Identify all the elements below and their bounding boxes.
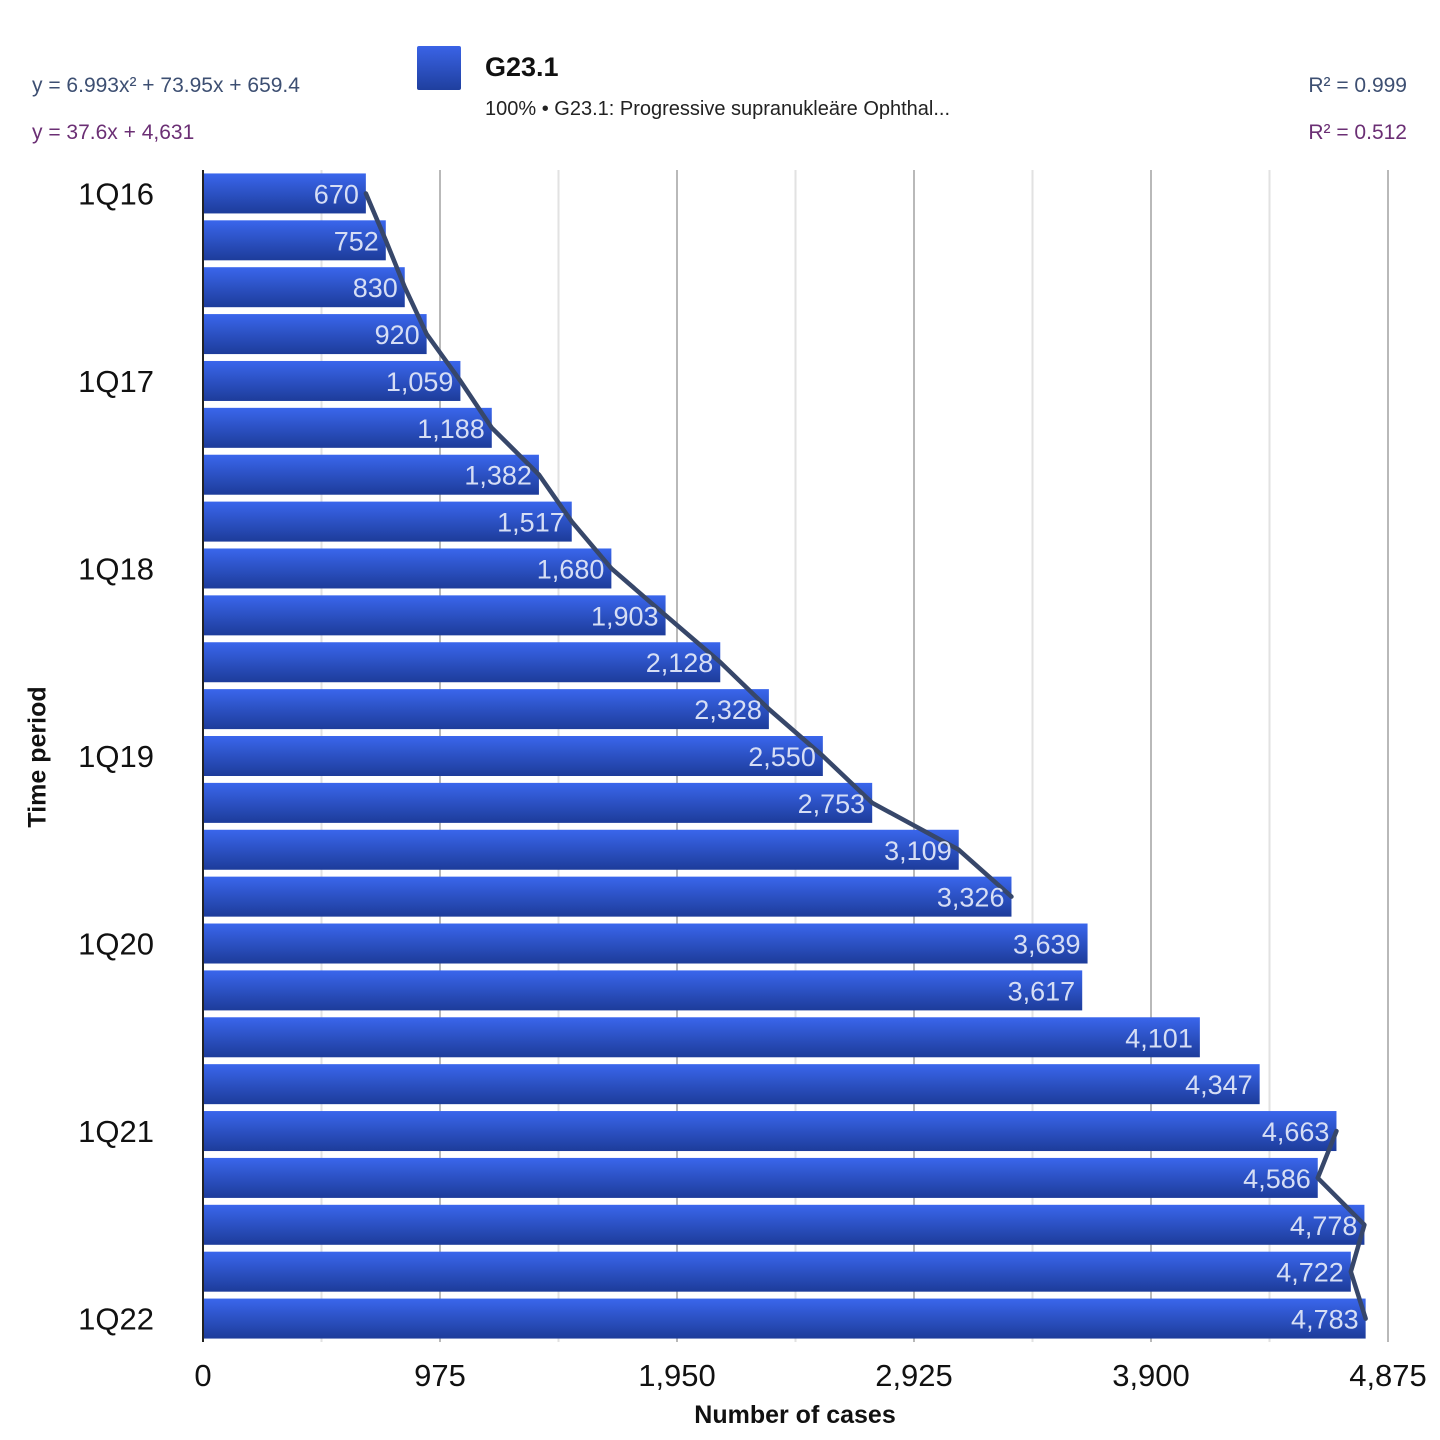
- poly-trend-r2: R² = 0.999: [1308, 74, 1407, 97]
- legend-series-name[interactable]: G23.1: [485, 52, 559, 82]
- bar: [203, 407, 492, 448]
- x-tick-label: 4,875: [1349, 1358, 1427, 1393]
- y-tick-label: 1Q19: [78, 739, 154, 774]
- y-tick-label: 1Q21: [78, 1114, 154, 1149]
- bar: [203, 782, 873, 823]
- y-tick-label: 1Q20: [78, 927, 154, 962]
- x-tick-label: 975: [414, 1358, 466, 1393]
- data-label: 1,680: [537, 554, 605, 584]
- data-label: 1,059: [386, 367, 454, 397]
- data-label: 4,347: [1185, 1070, 1253, 1100]
- data-label: 4,586: [1243, 1164, 1311, 1194]
- bar: [203, 876, 1012, 917]
- legend-series-description: 100% • G23.1: Progressive supranukleäre …: [485, 98, 951, 120]
- bar: [203, 314, 427, 355]
- linear-trend-equation: y = 37.6x + 4,631: [32, 121, 195, 144]
- bar: [203, 595, 666, 636]
- data-label: 3,326: [937, 883, 1005, 913]
- data-label: 1,382: [464, 461, 532, 491]
- x-tick-label: 3,900: [1112, 1358, 1190, 1393]
- poly-trend-equation: y = 6.993x² + 73.95x + 659.4: [32, 74, 300, 97]
- data-label: 3,109: [884, 836, 952, 866]
- data-label: 2,550: [748, 742, 816, 772]
- data-label: 1,188: [417, 414, 485, 444]
- bar: [203, 689, 769, 730]
- bar: [203, 736, 823, 776]
- bar: [203, 642, 721, 683]
- bar: [203, 1157, 1318, 1198]
- trend-line: [1315, 1128, 1368, 1321]
- x-tick-label: 1,950: [638, 1358, 716, 1393]
- data-label: 4,663: [1262, 1117, 1330, 1147]
- bar: [203, 970, 1083, 1011]
- y-axis-title: Time period: [23, 686, 52, 828]
- y-tick-label: 1Q17: [78, 364, 154, 399]
- bar: [203, 501, 572, 542]
- bar: [203, 829, 959, 870]
- x-axis-title: Number of cases: [694, 1401, 896, 1429]
- legend-swatch[interactable]: [417, 46, 461, 90]
- bar: [203, 220, 386, 261]
- data-label: 752: [334, 226, 379, 256]
- bar: [203, 1111, 1337, 1152]
- bar: [203, 923, 1088, 964]
- data-label: 670: [314, 179, 359, 209]
- data-label: 1,517: [497, 508, 565, 538]
- y-tick-label: 1Q18: [78, 551, 154, 586]
- data-label: 4,778: [1290, 1211, 1358, 1241]
- data-label: 4,101: [1125, 1023, 1193, 1053]
- data-label: 3,639: [1013, 930, 1081, 960]
- bar: [203, 173, 366, 214]
- trend-line: [363, 191, 1014, 899]
- data-label: 4,722: [1276, 1258, 1344, 1288]
- y-tick-label: 1Q22: [78, 1302, 154, 1337]
- data-label: 3,617: [1008, 976, 1076, 1006]
- bar: [203, 267, 405, 308]
- bar: [203, 1017, 1200, 1058]
- data-label: 1,903: [591, 601, 659, 631]
- bar: [203, 1298, 1366, 1339]
- data-label: 2,328: [694, 695, 762, 725]
- data-label: 4,783: [1291, 1305, 1359, 1335]
- data-label: 920: [375, 320, 420, 350]
- bar: [203, 1251, 1351, 1292]
- data-label: 2,753: [798, 789, 866, 819]
- y-tick-label: 1Q16: [78, 176, 154, 211]
- x-tick-label: 2,925: [875, 1358, 953, 1393]
- bar: [203, 454, 539, 495]
- data-label: 2,128: [646, 648, 714, 678]
- bar: [203, 360, 461, 401]
- bar: [203, 548, 612, 589]
- bar: [203, 1064, 1260, 1105]
- bar: [203, 1204, 1365, 1245]
- data-label: 830: [353, 273, 398, 303]
- x-tick-label: 0: [194, 1358, 211, 1393]
- linear-trend-r2: R² = 0.512: [1308, 121, 1407, 144]
